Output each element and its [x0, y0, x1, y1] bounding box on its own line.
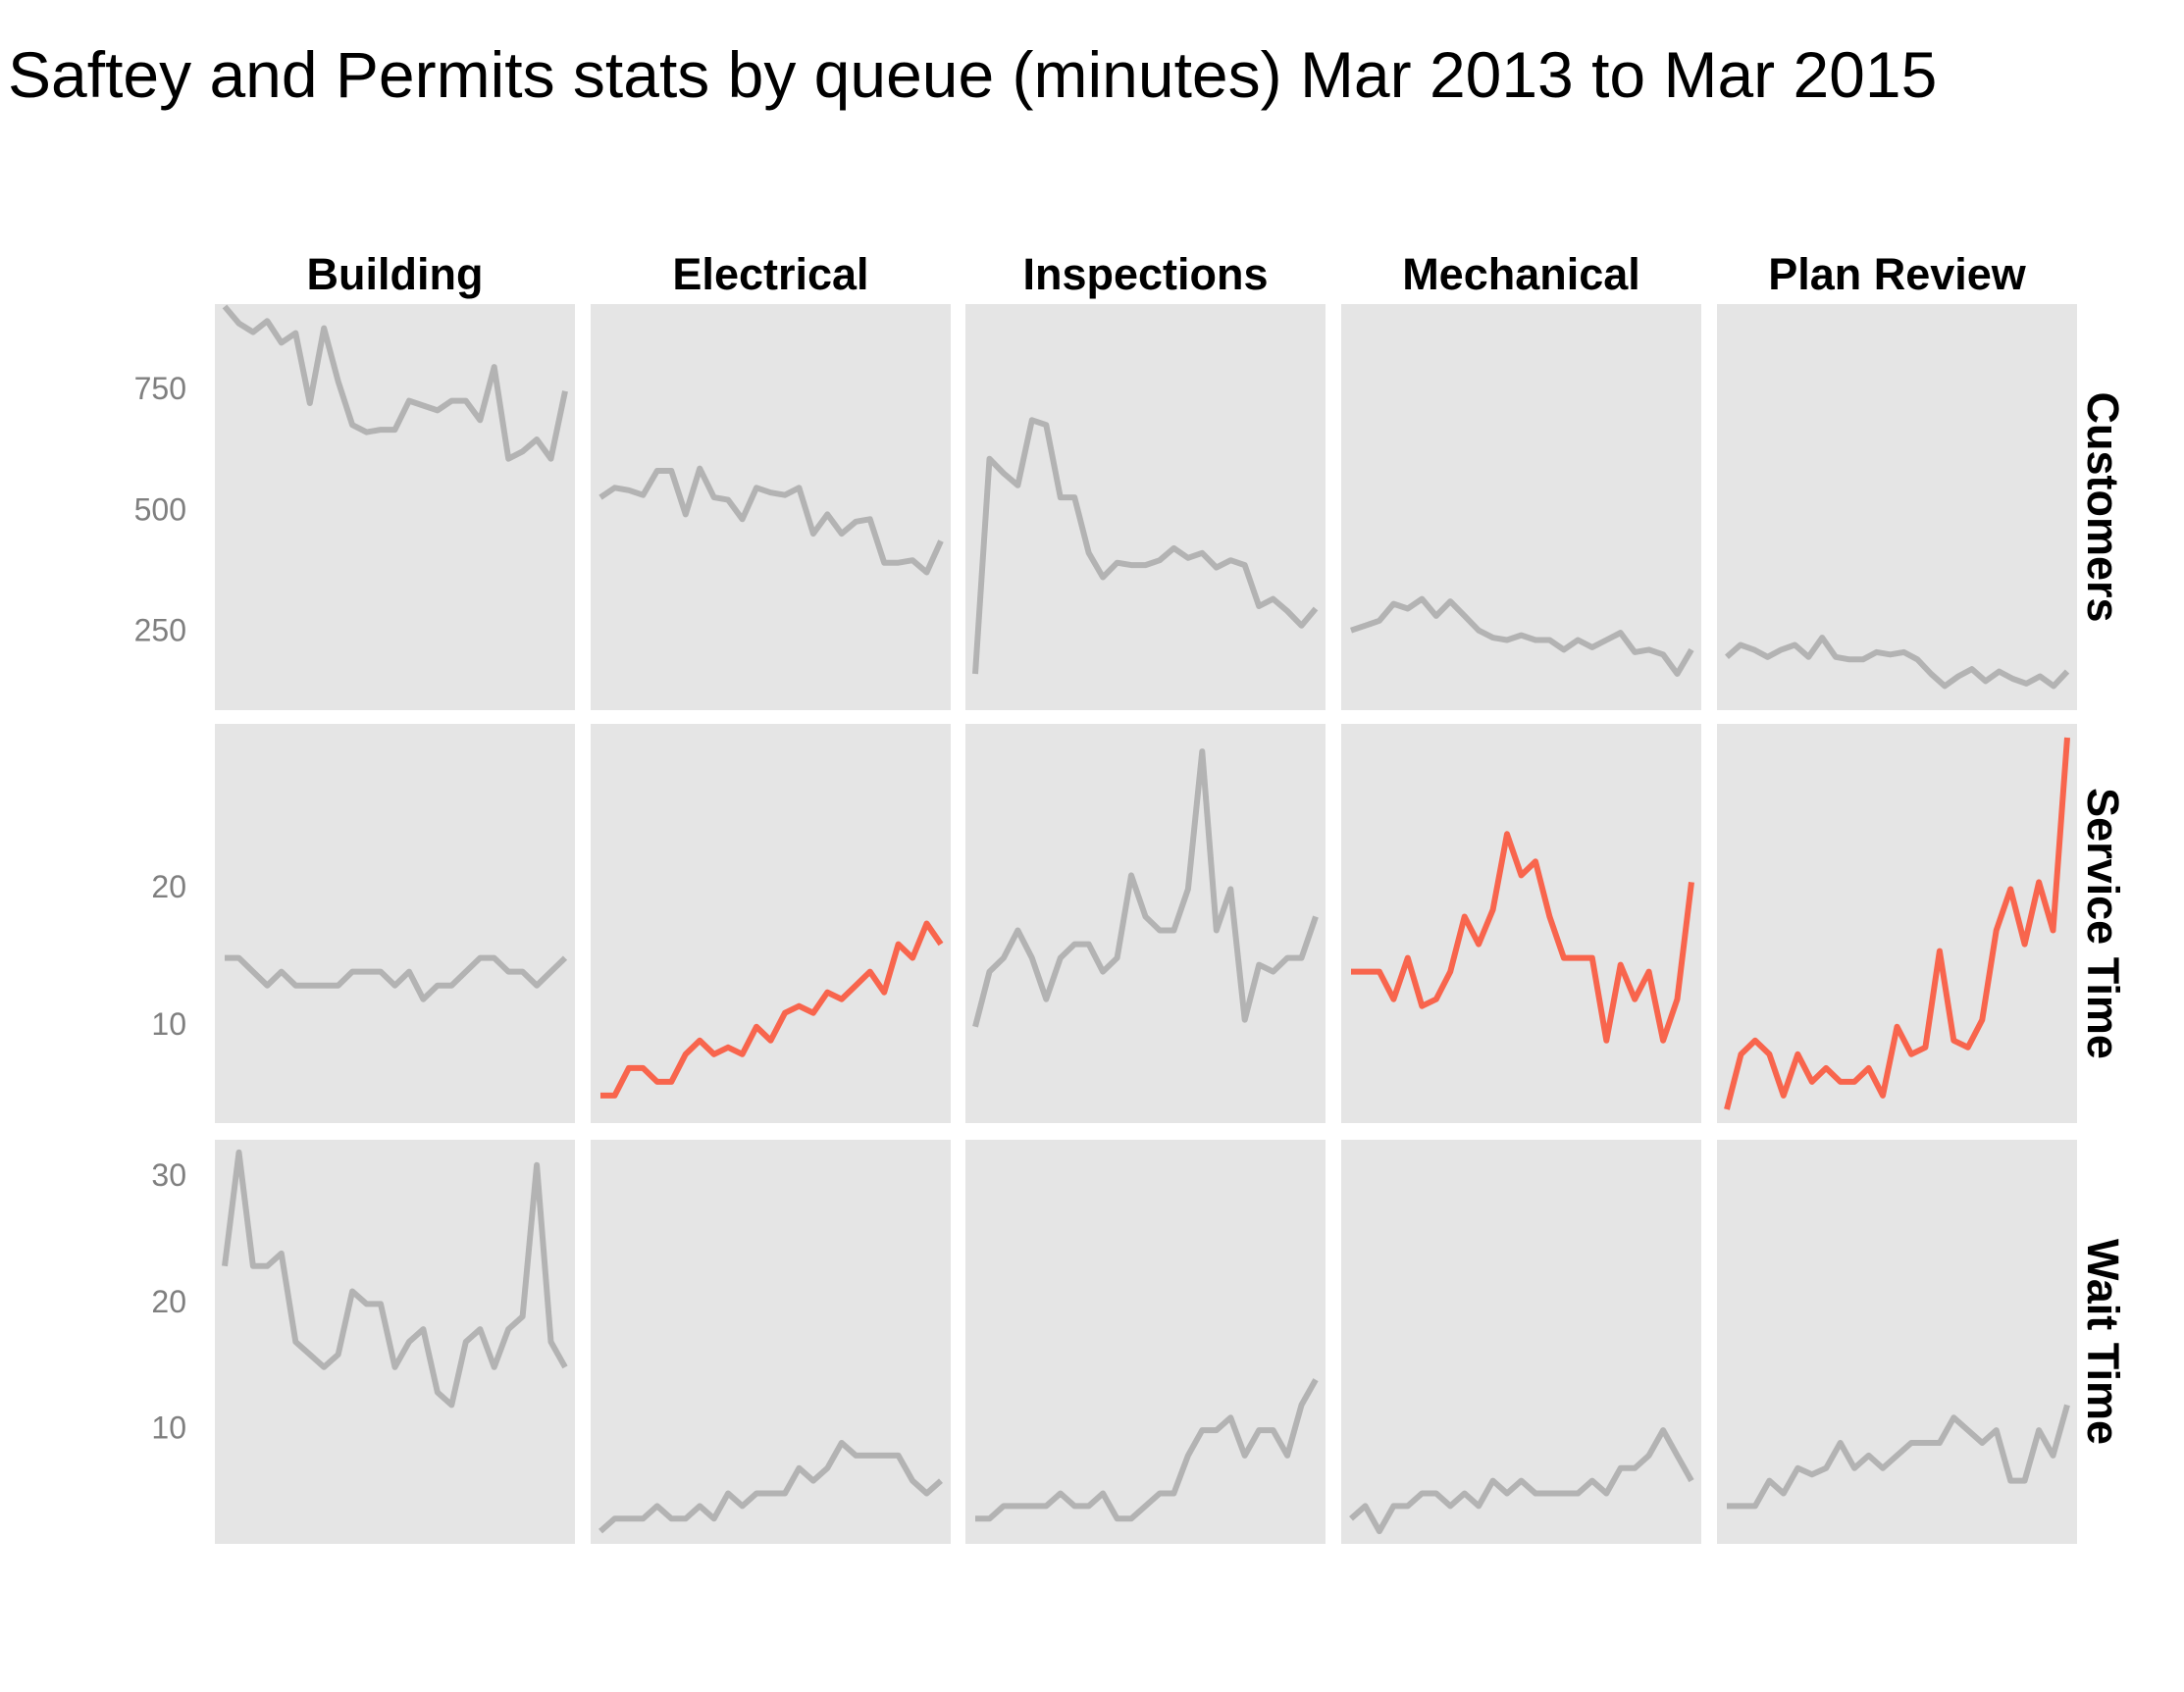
series-line-wait-time-plan-review [1727, 1404, 2070, 1510]
panel-wait-time-mechanical [1341, 1140, 1701, 1544]
y-tick-label: 250 [134, 613, 186, 648]
series-line-wait-time-electrical [598, 1440, 943, 1534]
panel-service-time-inspections [965, 724, 1326, 1123]
panel-wait-time-electrical [591, 1140, 951, 1544]
y-tick-label: 10 [151, 1006, 186, 1042]
series-line-customers-inspections [972, 417, 1319, 675]
column-strip-plan-review: Plan Review [1768, 249, 2027, 299]
series-line-wait-time-mechanical [1349, 1427, 1694, 1535]
column-strip-inspections: Inspections [1022, 249, 1268, 299]
chart-title: Saftey and Permits stats by queue (minut… [8, 38, 1938, 111]
series-line-customers-plan-review [1725, 635, 2070, 690]
column-strip-electrical: Electrical [672, 249, 868, 299]
column-strip-building: Building [307, 249, 484, 299]
column-strip-mechanical: Mechanical [1402, 249, 1640, 299]
y-tick-label: 20 [151, 869, 186, 904]
series-line-customers-electrical [598, 465, 944, 576]
series-line-service-time-building [225, 954, 568, 1002]
y-tick-label: 10 [151, 1410, 186, 1446]
series-line-service-time-mechanical [1351, 831, 1694, 1044]
panel-service-time-building [215, 724, 575, 1123]
panel-customers-mechanical [1341, 304, 1701, 710]
series-line-service-time-electrical [600, 920, 944, 1099]
series-line-service-time-inspections [972, 748, 1319, 1028]
panel-customers-plan-review [1717, 304, 2077, 710]
row-strip-wait-time: Wait Time [2078, 1239, 2128, 1445]
y-tick-label: 20 [151, 1284, 186, 1319]
panel-customers-electrical [591, 304, 951, 710]
y-tick-label: 500 [134, 491, 186, 527]
panel-customers-building [215, 304, 575, 710]
row-strip-service-time: Service Time [2078, 788, 2128, 1059]
row-strip-customers: Customers [2078, 391, 2128, 622]
panel-wait-time-inspections [965, 1140, 1326, 1544]
series-line-wait-time-inspections [975, 1378, 1319, 1522]
series-line-service-time-plan-review [1724, 737, 2070, 1110]
panel-wait-time-plan-review [1717, 1140, 2077, 1544]
panel-service-time-electrical [591, 724, 951, 1123]
y-tick-label: 750 [134, 371, 186, 406]
panel-wait-time-building [215, 1140, 575, 1544]
series-line-customers-building [222, 304, 568, 462]
series-line-customers-mechanical [1350, 595, 1694, 677]
panel-service-time-mechanical [1341, 724, 1701, 1123]
series-line-wait-time-building [222, 1149, 568, 1409]
y-tick-label: 30 [151, 1157, 186, 1193]
panel-customers-inspections [965, 304, 1326, 710]
